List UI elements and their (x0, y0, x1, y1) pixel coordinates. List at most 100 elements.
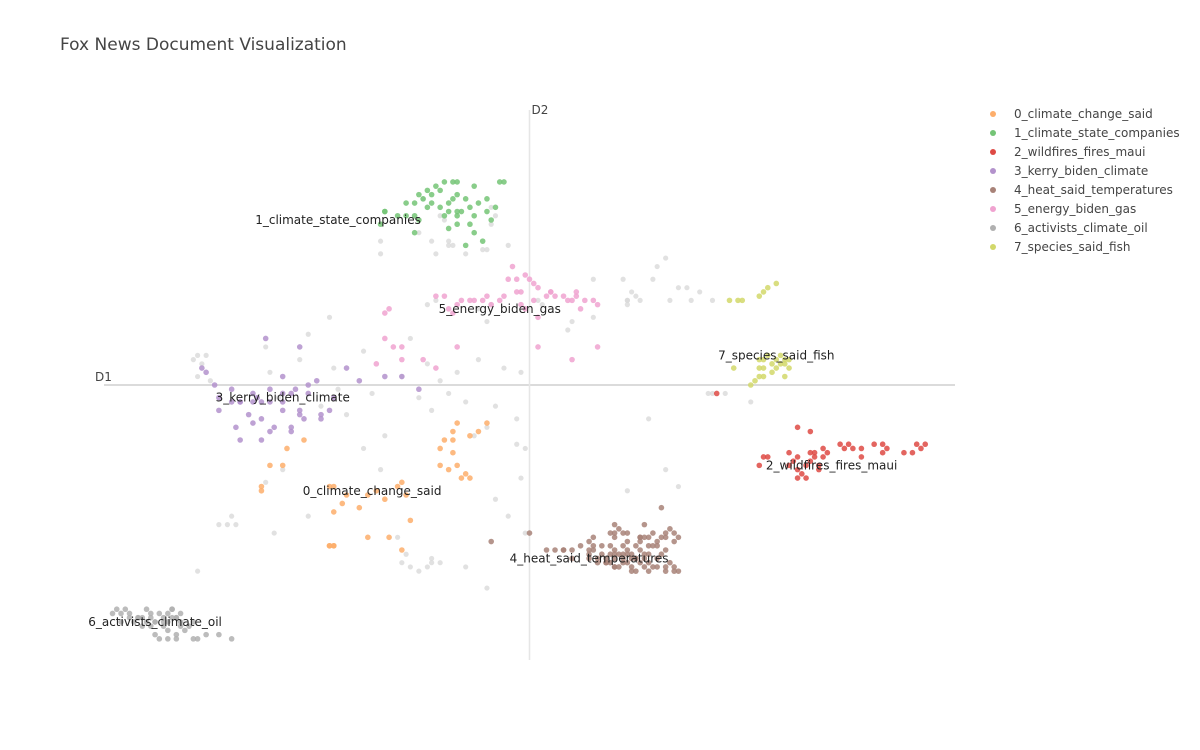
legend-item[interactable]: 5_energy_biden_gas (990, 202, 1136, 216)
data-point[interactable] (641, 551, 648, 558)
data-point[interactable] (658, 551, 665, 558)
data-point[interactable] (807, 458, 814, 464)
data-point[interactable] (913, 441, 920, 448)
data-point[interactable] (624, 551, 631, 558)
data-point[interactable] (433, 365, 439, 371)
data-point[interactable] (454, 221, 460, 228)
data-point[interactable] (624, 530, 631, 536)
data-point[interactable] (620, 551, 626, 558)
data-point[interactable] (654, 538, 660, 545)
data-point[interactable] (471, 183, 477, 189)
data-point[interactable] (747, 382, 754, 388)
data-point[interactable] (467, 297, 473, 304)
data-point[interactable] (667, 526, 673, 532)
data-point[interactable] (296, 411, 303, 418)
data-point[interactable] (152, 631, 158, 638)
data-point[interactable] (382, 310, 388, 316)
data-point[interactable] (441, 437, 448, 443)
data-point[interactable] (165, 610, 171, 617)
data-point[interactable] (586, 547, 592, 553)
data-point[interactable] (479, 238, 486, 244)
data-point[interactable] (769, 369, 775, 376)
data-point[interactable] (343, 365, 350, 371)
data-point[interactable] (148, 610, 154, 617)
data-point[interactable] (786, 365, 792, 371)
data-point[interactable] (339, 500, 346, 507)
data-point[interactable] (450, 428, 456, 435)
data-point[interactable] (764, 352, 771, 359)
data-point[interactable] (786, 356, 792, 363)
data-point[interactable] (441, 293, 448, 299)
data-point[interactable] (611, 530, 618, 536)
data-point[interactable] (764, 454, 771, 460)
data-point[interactable] (645, 534, 652, 541)
data-point[interactable] (177, 623, 184, 629)
data-point[interactable] (267, 386, 273, 393)
data-point[interactable] (543, 293, 550, 299)
data-point[interactable] (411, 212, 418, 219)
data-point[interactable] (399, 373, 405, 380)
data-point[interactable] (675, 534, 682, 541)
data-point[interactable] (445, 306, 452, 312)
data-point[interactable] (624, 559, 631, 566)
data-point[interactable] (645, 568, 652, 574)
data-point[interactable] (522, 272, 529, 278)
legend-item[interactable]: 6_activists_climate_oil (990, 221, 1148, 235)
data-point[interactable] (267, 462, 273, 469)
data-point[interactable] (467, 432, 473, 439)
data-point[interactable] (437, 204, 443, 211)
data-point[interactable] (245, 411, 252, 418)
data-point[interactable] (586, 538, 592, 545)
data-point[interactable] (250, 420, 256, 426)
data-point[interactable] (394, 212, 401, 219)
data-point[interactable] (301, 437, 307, 443)
data-point[interactable] (403, 200, 409, 206)
data-point[interactable] (258, 399, 265, 405)
data-point[interactable] (130, 619, 137, 625)
data-point[interactable] (496, 179, 503, 185)
data-point[interactable] (535, 314, 541, 321)
data-point[interactable] (509, 263, 516, 270)
data-point[interactable] (216, 407, 222, 414)
data-point[interactable] (203, 369, 209, 376)
data-point[interactable] (173, 614, 180, 621)
data-point[interactable] (437, 187, 443, 194)
data-point[interactable] (420, 356, 426, 363)
data-point[interactable] (607, 542, 614, 549)
data-point[interactable] (454, 420, 460, 426)
data-point[interactable] (399, 344, 405, 350)
data-point[interactable] (386, 534, 392, 541)
data-point[interactable] (918, 445, 924, 452)
data-point[interactable] (454, 208, 460, 215)
data-point[interactable] (454, 462, 460, 469)
data-point[interactable] (305, 390, 312, 397)
data-point[interactable] (611, 564, 618, 570)
data-point[interactable] (543, 547, 550, 553)
data-point[interactable] (390, 344, 397, 350)
data-point[interactable] (552, 547, 558, 553)
data-point[interactable] (160, 623, 167, 629)
data-point[interactable] (450, 310, 456, 316)
data-point[interactable] (148, 623, 154, 629)
data-point[interactable] (203, 631, 209, 638)
data-point[interactable] (237, 399, 243, 405)
data-point[interactable] (590, 547, 597, 553)
data-point[interactable] (177, 610, 184, 617)
data-point[interactable] (139, 623, 146, 629)
data-point[interactable] (267, 428, 273, 435)
data-point[interactable] (628, 564, 635, 570)
data-point[interactable] (586, 551, 592, 558)
data-point[interactable] (433, 183, 439, 189)
data-point[interactable] (479, 297, 486, 304)
data-point[interactable] (879, 449, 886, 456)
data-point[interactable] (365, 534, 371, 541)
data-point[interactable] (782, 373, 788, 380)
data-point[interactable] (611, 547, 618, 553)
data-point[interactable] (811, 449, 818, 456)
data-point[interactable] (590, 534, 597, 541)
data-point[interactable] (326, 407, 333, 414)
data-point[interactable] (577, 542, 584, 549)
data-point[interactable] (433, 293, 439, 299)
data-point[interactable] (582, 297, 588, 304)
data-point[interactable] (156, 636, 163, 642)
